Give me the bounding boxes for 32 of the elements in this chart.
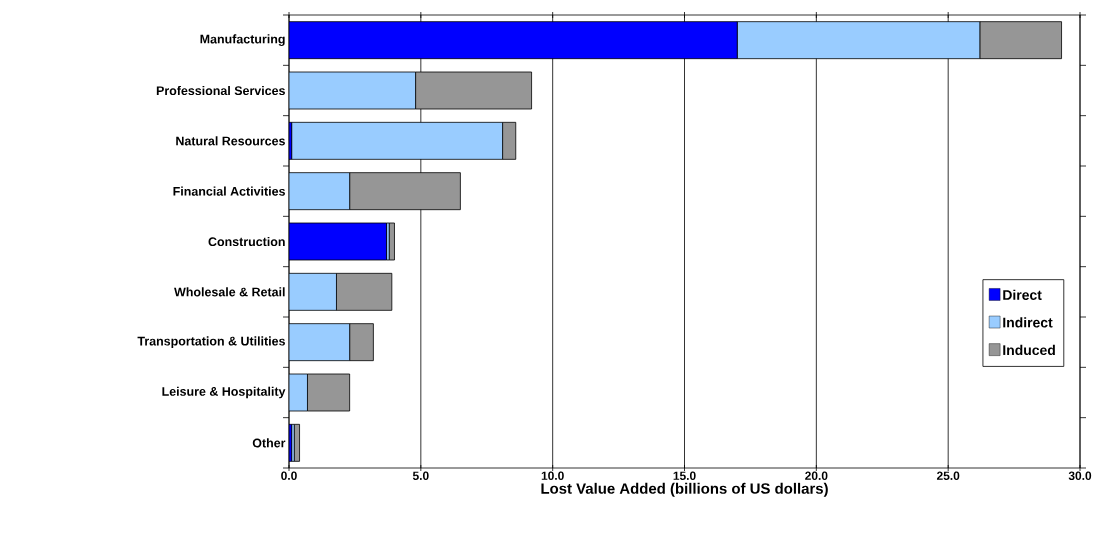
bar (289, 272, 337, 311)
bar (336, 272, 393, 311)
y-tick-label: Leisure & Hospitality (162, 386, 286, 399)
x-tick-label: 5.0 (412, 471, 429, 480)
bar (502, 121, 517, 160)
bar (349, 172, 461, 211)
y-tick-label: Manufacturing (200, 34, 285, 46)
x-tick-label: 30.0 (1068, 471, 1092, 481)
x-tick-label: 20.0 (805, 471, 828, 480)
bar (289, 172, 351, 211)
y-tick-label: Natural Resources (176, 136, 285, 146)
x-tick-label: 0.0 (281, 471, 297, 480)
bar (736, 21, 981, 60)
y-tick-label: Wholesale & Retail (174, 287, 285, 297)
legend-label: Indirect (1003, 317, 1053, 328)
y-tick-label: Other (252, 438, 286, 448)
x-tick-label: 15.0 (673, 471, 696, 480)
y-tick-label: Financial Activities (173, 186, 285, 196)
y-tick-label: Transportation & Utilities (137, 336, 285, 348)
bar (307, 373, 351, 412)
bar (291, 121, 503, 160)
y-tick-label: Construction (208, 236, 285, 247)
y-tick-label: Professional Services (156, 85, 285, 96)
bar (289, 323, 351, 362)
legend-label: Direct (1003, 289, 1042, 300)
x-axis-title: Lost Value Added (billions of US dollars) (541, 482, 828, 497)
x-tick-label: 10.0 (541, 471, 564, 480)
bar (349, 323, 374, 362)
x-tick-label: 25.0 (936, 471, 960, 480)
bar (415, 71, 532, 110)
bar (289, 71, 416, 110)
legend-label: Induced (1003, 344, 1055, 356)
